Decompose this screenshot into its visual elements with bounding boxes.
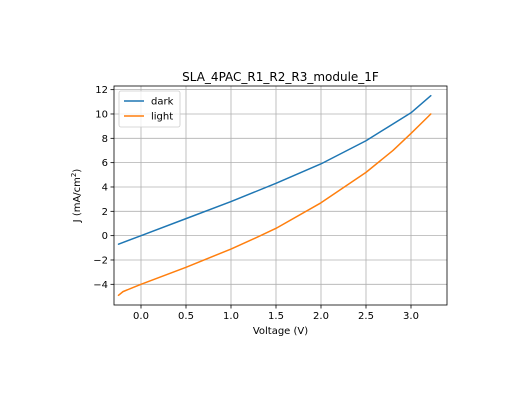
x-axis-label: Voltage (V) <box>253 326 308 337</box>
y-tick-label: −4 <box>93 280 108 291</box>
y-axis-label: J (mA/cm2) <box>70 169 83 224</box>
y-tick-label: 8 <box>102 134 108 145</box>
plot-frame <box>113 85 448 306</box>
x-tick-label: 1.5 <box>268 311 284 322</box>
y-tick-label: 12 <box>95 85 108 96</box>
y-axis-label-sup: 2 <box>70 173 78 177</box>
series-line-dark <box>117 94 432 245</box>
x-tick-label: 2.0 <box>313 311 329 322</box>
chart-title: SLA_4PAC_R1_R2_R3_module_1F <box>182 70 379 84</box>
series-layer <box>117 94 432 297</box>
y-tick-label: 4 <box>102 182 108 193</box>
y-tick-label: 2 <box>102 207 108 218</box>
ticks: 0.0 0.5 1.0 1.5 2.0 2.5 3.0 −4 −2 0 2 4 6 8 10 12 <box>93 85 419 322</box>
x-tick-label: 3.0 <box>403 311 419 322</box>
y-tick-label: 6 <box>102 158 108 169</box>
x-tick-label: 0.0 <box>133 311 149 322</box>
x-tick-label: 2.5 <box>358 311 374 322</box>
y-tick-label: 10 <box>95 109 108 120</box>
series-line-light <box>117 113 432 297</box>
x-tick-label: 0.5 <box>178 311 194 322</box>
y-axis-label-main: J (mA/cm <box>72 177 83 223</box>
legend-box <box>118 90 181 128</box>
y-tick-label: 0 <box>102 231 108 242</box>
y-tick-label: −2 <box>93 255 108 266</box>
grid <box>114 86 447 305</box>
legend: dark light <box>118 90 181 128</box>
legend-entry-light: light <box>151 112 173 123</box>
legend-entry-dark: dark <box>151 97 174 108</box>
x-tick-label: 1.0 <box>223 311 239 322</box>
y-axis-label-tail: ) <box>72 169 83 173</box>
